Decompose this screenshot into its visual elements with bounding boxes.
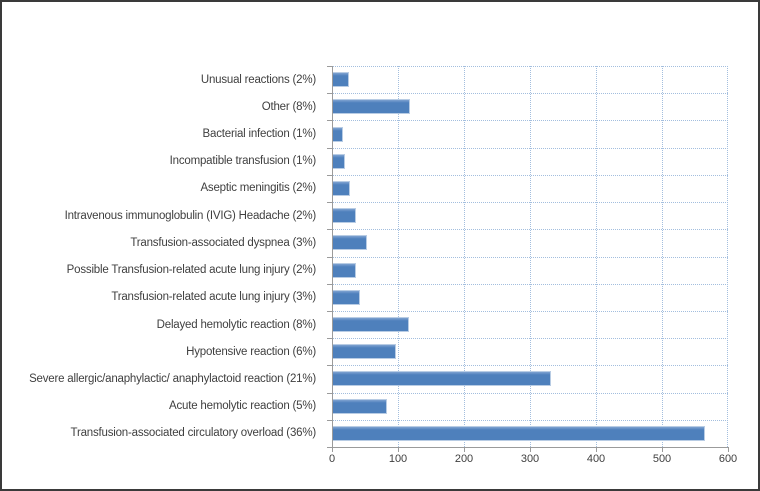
category-label: Hypotensive reaction (6%) [186,345,316,358]
x-axis-tick [662,448,663,452]
x-axis-tick [728,448,729,452]
x-axis-tick-label: 200 [454,453,474,465]
category-axis-labels: Unusual reactions (2%) Other (8%) Bacteria… [2,66,324,447]
y-axis-tick [327,365,332,367]
bar [332,262,357,278]
x-axis-tick-label: 500 [652,453,672,465]
bar [332,344,397,360]
vertical-gridline [662,66,663,447]
x-axis-tick-label: 300 [520,453,540,465]
y-axis-tick [327,419,332,421]
category-label: Intravenous immunoglobulin (IVIG) Headac… [64,209,317,222]
category-label: Other (8%) [261,100,316,113]
y-axis-tick [327,310,332,312]
category-label: Unusual reactions (2%) [200,73,316,86]
bar [332,425,705,441]
bar [332,371,552,387]
category-label: Incompatible transfusion (1%) [169,155,317,168]
y-axis-tick [327,93,332,95]
bar [332,180,350,196]
y-axis-tick [327,338,332,340]
vertical-gridline [398,66,399,447]
vertical-gridline [464,66,465,447]
y-axis-tick [327,392,332,394]
y-axis-tick [327,66,332,67]
x-axis-tick-label: 0 [328,453,336,465]
y-axis-tick [327,174,332,176]
category-label: Transfusion-associated dyspnea (3%) [130,236,316,249]
x-axis-tick-label: 400 [586,453,606,465]
x-axis-tick [398,448,399,452]
y-axis-tick [327,120,332,122]
category-label: Bacterial infection (1%) [202,128,317,141]
y-axis-tick [327,229,332,231]
category-label: Possible Transfusion-related acute lung … [66,264,317,277]
x-axis-tick-label: 100 [388,453,408,465]
x-axis-line [332,447,729,448]
bar [332,99,410,115]
x-axis-tick-labels: 0 100 200 300 400 500 600 [328,453,737,469]
category-label: Aseptic meningitis (2%) [200,182,316,195]
y-axis-tick [327,283,332,285]
vertical-gridline [530,66,531,447]
bar [332,72,350,88]
bar [332,126,343,142]
x-axis-tick-label: 600 [718,453,738,465]
y-axis-tick [327,147,332,149]
bar [332,208,356,224]
category-label: Severe allergic/anaphylactic/ anaphylact… [29,372,316,385]
vertical-gridline [596,66,597,447]
category-label: Transfusion-associated circulatory overl… [70,427,317,440]
x-axis-tick [464,448,465,452]
y-axis-tick [327,256,332,258]
y-axis-tick [327,202,332,204]
bar [332,289,360,305]
category-label: Transfusion-related acute lung injury (3… [111,291,316,304]
x-axis-tick [332,448,333,452]
x-axis-tick [596,448,597,452]
plot-area [332,66,728,447]
bar [332,153,346,169]
y-axis-tick [327,447,332,448]
vertical-gridline [727,66,728,447]
bar [332,235,367,251]
bar [332,398,387,414]
category-label: Acute hemolytic reaction (5%) [169,400,316,413]
x-axis-tick [530,448,531,452]
y-axis-line [332,66,333,448]
bar [332,317,410,333]
category-label: Delayed hemolytic reaction (8%) [156,318,317,331]
